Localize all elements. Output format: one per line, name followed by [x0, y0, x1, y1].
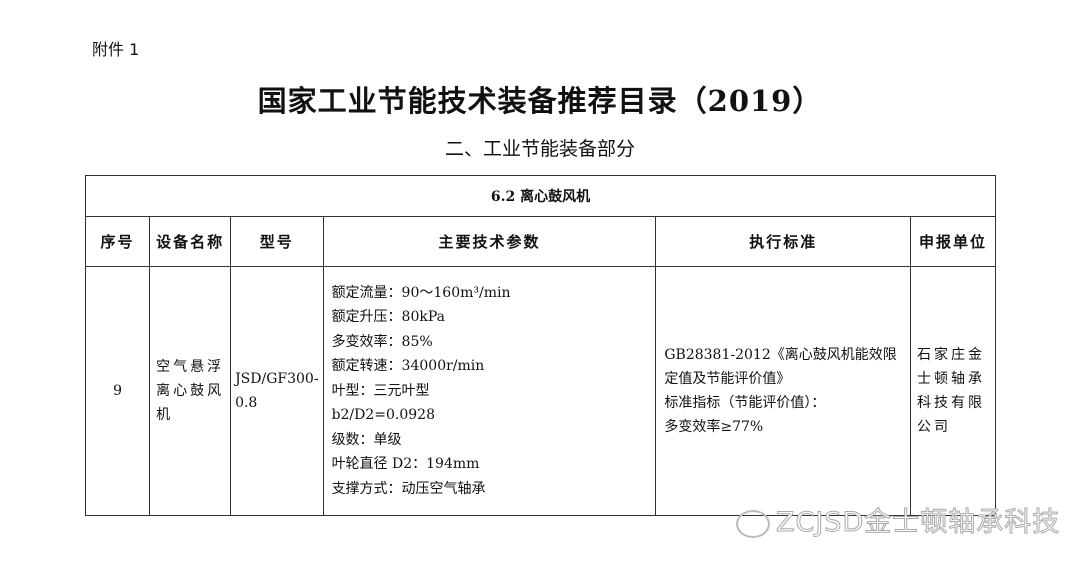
header-unit: 申报单位	[910, 216, 996, 267]
page-subtitle: 二、工业节能装备部分	[444, 138, 635, 160]
param-line: b2/D2=0.0928	[331, 407, 435, 424]
header-model: 型号	[230, 216, 324, 267]
param-line: 额定转速：34000r/min	[331, 358, 485, 375]
cell-index: 9	[84, 266, 151, 516]
section-title: 6.2 离心鼓风机	[85, 175, 996, 217]
cell-model: JSD/GF300-0.8	[230, 266, 324, 516]
equipment-table: 6.2 离心鼓风机 序号 设备名称 型号 主要技术参数 执行标准 申报单位 9 …	[84, 175, 996, 516]
param-line: 额定升压：80kPa	[331, 309, 445, 326]
param-line: 多变效率：85%	[331, 333, 433, 350]
watermark-text: ZCJSD金士顿轴承科技	[775, 507, 1061, 539]
attachment-label: 附件 1	[92, 40, 140, 59]
table-row: 9 空气悬浮离心鼓风机 JSD/GF300-0.8 额定流量：90～160m³/…	[84, 266, 996, 516]
page-title: 国家工业节能技术装备推荐目录（2019）	[257, 84, 823, 118]
cell-name: 空气悬浮离心鼓风机	[149, 266, 232, 516]
standard-line: GB28381-2012《离心鼓风机能效限定值及节能评价值》	[664, 347, 897, 387]
header-standard: 执行标准	[655, 216, 912, 267]
param-line: 级数：单级	[331, 431, 402, 448]
wechat-icon	[736, 509, 770, 538]
cell-unit: 石家庄金士顿轴承科技有限公司	[910, 266, 996, 516]
watermark: ZCJSD金士顿轴承科技	[736, 500, 1060, 539]
param-line: 叶轮直径 D2：194mm	[331, 456, 480, 473]
cell-params: 额定流量：90～160m³/min 额定升压：80kPa 多变效率：85% 额定…	[322, 266, 657, 516]
standard-line: 多变效率≥77%	[664, 419, 764, 435]
param-line: 额定流量：90～160m³/min	[331, 284, 511, 301]
param-line: 支撑方式：动压空气轴承	[331, 480, 486, 497]
standard-line: 标准指标（节能评价值）：	[664, 395, 826, 411]
param-line: 叶型：三元叶型	[331, 382, 430, 399]
header-params: 主要技术参数	[322, 216, 657, 267]
cell-standard: GB28381-2012《离心鼓风机能效限定值及节能评价值》 标准指标（节能评价…	[655, 266, 912, 516]
header-name: 设备名称	[149, 216, 232, 267]
header-index: 序号	[84, 216, 151, 267]
